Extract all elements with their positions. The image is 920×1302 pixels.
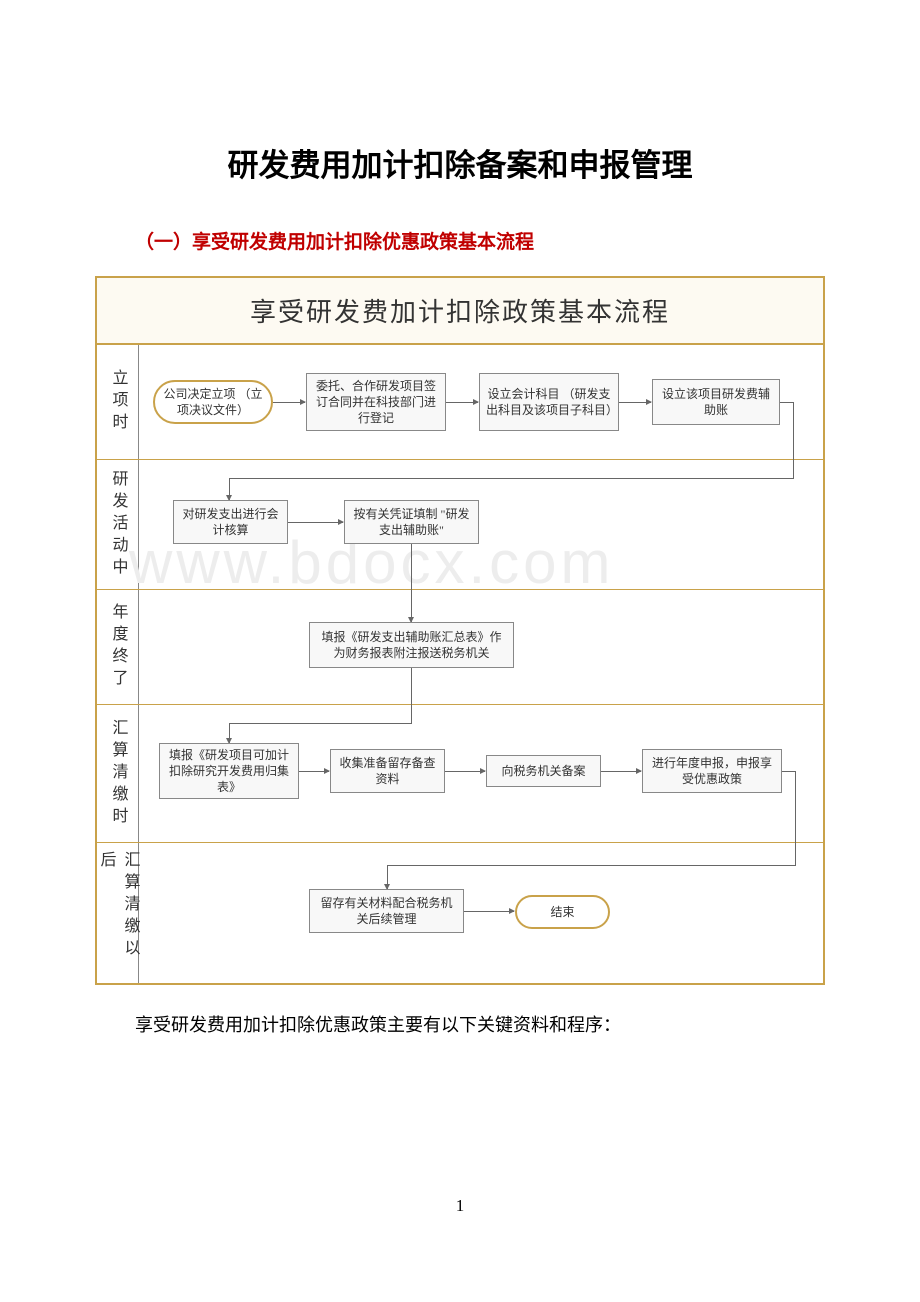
connector-line bbox=[229, 723, 412, 724]
arrow-icon bbox=[229, 478, 230, 500]
arrow-icon bbox=[445, 771, 485, 772]
document-title: 研发费用加计扣除备案和申报管理 bbox=[95, 140, 825, 185]
stage-row: 研发活动中 www.bdocx.com 对研发支出进行会计核算 按有关凭证填制 … bbox=[97, 460, 823, 590]
arrow-icon bbox=[273, 402, 305, 403]
arrow-icon bbox=[288, 522, 343, 523]
connector-line bbox=[229, 478, 794, 479]
stage-label: 年度终了 bbox=[97, 590, 139, 704]
arrow-icon bbox=[229, 723, 230, 743]
stage-row: 年度终了 填报《研发支出辅助账汇总表》作为财务报表附注报送税务机关 bbox=[97, 590, 823, 705]
flow-node: 进行年度申报，申报享受优惠政策 bbox=[642, 749, 782, 793]
connector-line bbox=[795, 843, 796, 865]
flow-node: 设立该项目研发费辅助账 bbox=[652, 379, 780, 425]
arrow-icon bbox=[446, 402, 478, 403]
stage-row: 汇算清缴以后 留存有关材料配合税务机关后续管理 结束 bbox=[97, 843, 823, 983]
arrow-icon bbox=[464, 911, 514, 912]
connector-line bbox=[411, 668, 412, 705]
connector-line bbox=[793, 460, 794, 478]
connector-line bbox=[795, 771, 796, 843]
flow-node: 设立会计科目 （研发支出科目及该项目子科目） bbox=[479, 373, 619, 431]
connector-line bbox=[387, 865, 796, 866]
stage-label: 汇算清缴以后 bbox=[97, 843, 139, 983]
flowchart: 享受研发费加计扣除政策基本流程 立项时 公司决定立项 （立项决议文件） 委托、合… bbox=[95, 276, 825, 985]
flow-node: 填报《研发项目可加计扣除研究开发费用归集表》 bbox=[159, 743, 299, 799]
body-paragraph: 享受研发费用加计扣除优惠政策主要有以下关键资料和程序： bbox=[135, 1011, 825, 1037]
stage-row: 立项时 公司决定立项 （立项决议文件） 委托、合作研发项目签订合同并在科技部门进… bbox=[97, 345, 823, 460]
arrow-icon bbox=[601, 771, 641, 772]
connector-line bbox=[780, 402, 794, 403]
arrow-icon bbox=[411, 590, 412, 622]
flow-node: 留存有关材料配合税务机关后续管理 bbox=[309, 889, 464, 933]
flow-node: 填报《研发支出辅助账汇总表》作为财务报表附注报送税务机关 bbox=[309, 622, 514, 668]
flow-node: 按有关凭证填制 "研发支出辅助账" bbox=[344, 500, 479, 544]
section-heading: （一）享受研发费用加计扣除优惠政策基本流程 bbox=[135, 227, 825, 254]
connector-line bbox=[411, 544, 412, 590]
flowchart-title: 享受研发费加计扣除政策基本流程 bbox=[97, 278, 823, 345]
flow-node: 向税务机关备案 bbox=[486, 755, 601, 787]
page-number: 1 bbox=[0, 1196, 920, 1216]
arrow-icon bbox=[619, 402, 651, 403]
connector-line bbox=[782, 771, 796, 772]
stage-label: 汇算清缴时 bbox=[97, 705, 139, 842]
stage-label: 研发活动中 bbox=[97, 460, 139, 589]
flow-node: 对研发支出进行会计核算 bbox=[173, 500, 288, 544]
stage-row: 汇算清缴时 填报《研发项目可加计扣除研究开发费用归集表》 收集准备留存备查资料 … bbox=[97, 705, 823, 843]
flow-node: 收集准备留存备查资料 bbox=[330, 749, 445, 793]
connector-line bbox=[411, 705, 412, 723]
flow-node-start: 公司决定立项 （立项决议文件） bbox=[153, 380, 273, 424]
arrow-icon bbox=[387, 865, 388, 889]
connector-line bbox=[793, 402, 794, 460]
stage-label: 立项时 bbox=[97, 345, 139, 459]
arrow-icon bbox=[299, 771, 329, 772]
flow-node: 委托、合作研发项目签订合同并在科技部门进行登记 bbox=[306, 373, 446, 431]
flow-node-end: 结束 bbox=[515, 895, 610, 929]
